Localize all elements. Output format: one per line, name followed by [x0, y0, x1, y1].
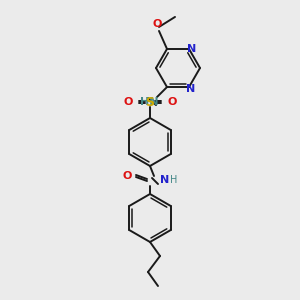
Text: HN: HN [140, 97, 158, 107]
Text: S: S [146, 95, 154, 109]
Text: N: N [186, 84, 196, 94]
Text: O: O [123, 97, 133, 107]
Text: N: N [160, 175, 169, 185]
Text: O: O [122, 171, 132, 181]
Text: O: O [167, 97, 177, 107]
Text: O: O [152, 19, 162, 29]
Text: H: H [170, 175, 178, 185]
Text: N: N [188, 44, 196, 54]
